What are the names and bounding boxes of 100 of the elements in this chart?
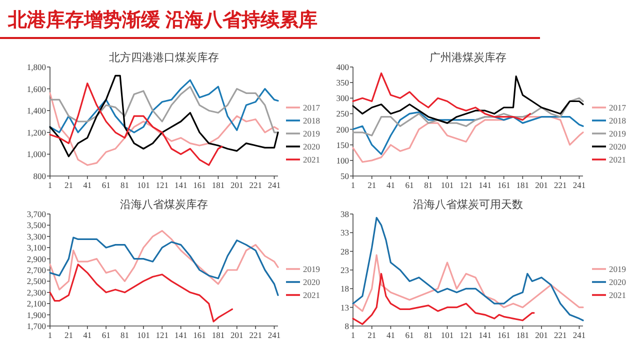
x-tick-label: 161 <box>497 330 510 340</box>
line-series <box>49 92 279 166</box>
y-tick-label: 2,900 <box>26 254 46 264</box>
x-tick-label: 61 <box>102 180 110 190</box>
line-series <box>49 264 234 322</box>
y-tick-label: 38 <box>340 209 349 219</box>
text: 北港库存增势渐缓 沿海八省持续累库 <box>7 9 318 31</box>
legend-label: 2017 <box>303 102 320 112</box>
legend-label: 2020 <box>609 277 626 287</box>
legend-label: 2019 <box>303 264 320 274</box>
legend-label: 2018 <box>303 116 320 126</box>
x-tick-label: 121 <box>460 330 472 340</box>
y-tick-label: 1,400 <box>26 106 46 116</box>
chart-title: 沿海八省煤炭可用天数 <box>413 198 523 211</box>
x-tick-label: 201 <box>230 180 244 190</box>
x-tick-label: 21 <box>64 330 73 340</box>
legend-label: 2021 <box>303 154 320 164</box>
x-tick-label: 241 <box>572 180 586 190</box>
x-tick-label: 61 <box>405 180 414 190</box>
legend-label: 2020 <box>609 142 626 152</box>
x-tick-label: 121 <box>156 330 169 340</box>
y-tick-label: 3,500 <box>26 220 46 230</box>
x-tick-label: 61 <box>405 330 414 340</box>
x-tick-label: 241 <box>572 330 586 340</box>
y-tick-label: 23 <box>340 265 349 275</box>
x-tick-label: 161 <box>193 180 206 190</box>
legend-label: 2020 <box>303 277 320 287</box>
x-tick-label: 101 <box>440 180 454 190</box>
x-tick-label: 61 <box>102 330 110 340</box>
y-tick-label: 28 <box>340 246 349 256</box>
x-tick-label: 221 <box>554 330 567 340</box>
x-tick-label: 121 <box>460 180 472 190</box>
x-tick-label: 121 <box>156 180 169 190</box>
chart-title: 北方四港港口煤炭库存 <box>109 51 219 64</box>
line-series <box>352 72 532 121</box>
y-tick-label: 100 <box>336 155 349 166</box>
y-tick-label: 350 <box>336 78 349 88</box>
x-tick-label: 1 <box>350 180 356 190</box>
x-tick-label: 181 <box>212 330 225 340</box>
line-series <box>49 236 279 296</box>
line-series <box>49 82 223 166</box>
line-series <box>352 111 584 155</box>
legend-label: 2018 <box>609 116 626 126</box>
x-tick-label: 41 <box>83 180 92 190</box>
y-tick-label: 33 <box>340 228 349 238</box>
y-tick-label: 8 <box>344 321 349 331</box>
x-tick-label: 161 <box>497 180 510 190</box>
line-series <box>352 116 584 163</box>
x-tick-label: 181 <box>516 180 530 190</box>
x-tick-label: 201 <box>535 330 548 340</box>
y-tick-label: 1,900 <box>26 310 46 320</box>
line-series <box>352 216 584 322</box>
x-tick-label: 81 <box>120 180 130 190</box>
x-tick-label: 1 <box>350 330 356 340</box>
y-tick-label: 300 <box>336 93 349 104</box>
x-tick-label: 41 <box>386 180 395 190</box>
line-series <box>352 76 584 124</box>
x-tick-label: 1 <box>48 330 52 340</box>
x-tick-label: 181 <box>516 330 530 340</box>
x-tick-label: 101 <box>440 330 454 340</box>
y-tick-label: 50 <box>340 171 349 181</box>
x-tick-label: 101 <box>137 180 150 190</box>
line-series <box>49 74 279 158</box>
x-tick-label: 21 <box>368 330 376 340</box>
x-tick-label: 161 <box>193 330 206 340</box>
x-tick-label: 101 <box>137 330 150 340</box>
x-tick-label: 221 <box>249 330 262 340</box>
y-tick-label: 150 <box>336 140 349 150</box>
x-tick-label: 81 <box>424 330 433 340</box>
legend-label: 2021 <box>609 154 626 164</box>
legend-label: 2017 <box>609 102 626 112</box>
chart-title: 广州港煤炭库存 <box>430 51 506 64</box>
x-tick-label: 181 <box>212 180 225 190</box>
y-tick-label: 800 <box>33 171 46 181</box>
line-series <box>352 254 584 312</box>
line-series <box>352 272 535 325</box>
legend-label: 2021 <box>303 290 320 300</box>
x-tick-label: 21 <box>64 180 73 190</box>
y-tick-label: 2,700 <box>26 265 46 275</box>
x-tick-label: 21 <box>368 180 376 190</box>
y-tick-label: 400 <box>336 62 349 72</box>
legend-label: 2020 <box>303 142 320 152</box>
legend-label: 2019 <box>303 128 320 138</box>
x-tick-label: 241 <box>268 180 281 190</box>
x-tick-label: 81 <box>120 330 130 340</box>
line-series <box>49 230 279 290</box>
y-tick-label: 13 <box>340 302 349 312</box>
y-tick-label: 200 <box>336 124 349 134</box>
y-tick-label: 18 <box>340 284 349 294</box>
x-tick-label: 81 <box>424 180 433 190</box>
legend-label: 2021 <box>609 290 626 300</box>
x-tick-label: 141 <box>174 180 188 190</box>
x-tick-label: 41 <box>83 330 92 340</box>
y-tick-label: 1,800 <box>26 62 46 72</box>
y-tick-label: 1,000 <box>26 149 46 160</box>
y-tick-label: 1,700 <box>26 321 46 331</box>
y-tick-label: 2,300 <box>26 287 46 298</box>
legend-label: 2019 <box>609 264 626 274</box>
line-series <box>352 97 584 136</box>
y-tick-label: 250 <box>336 108 349 119</box>
